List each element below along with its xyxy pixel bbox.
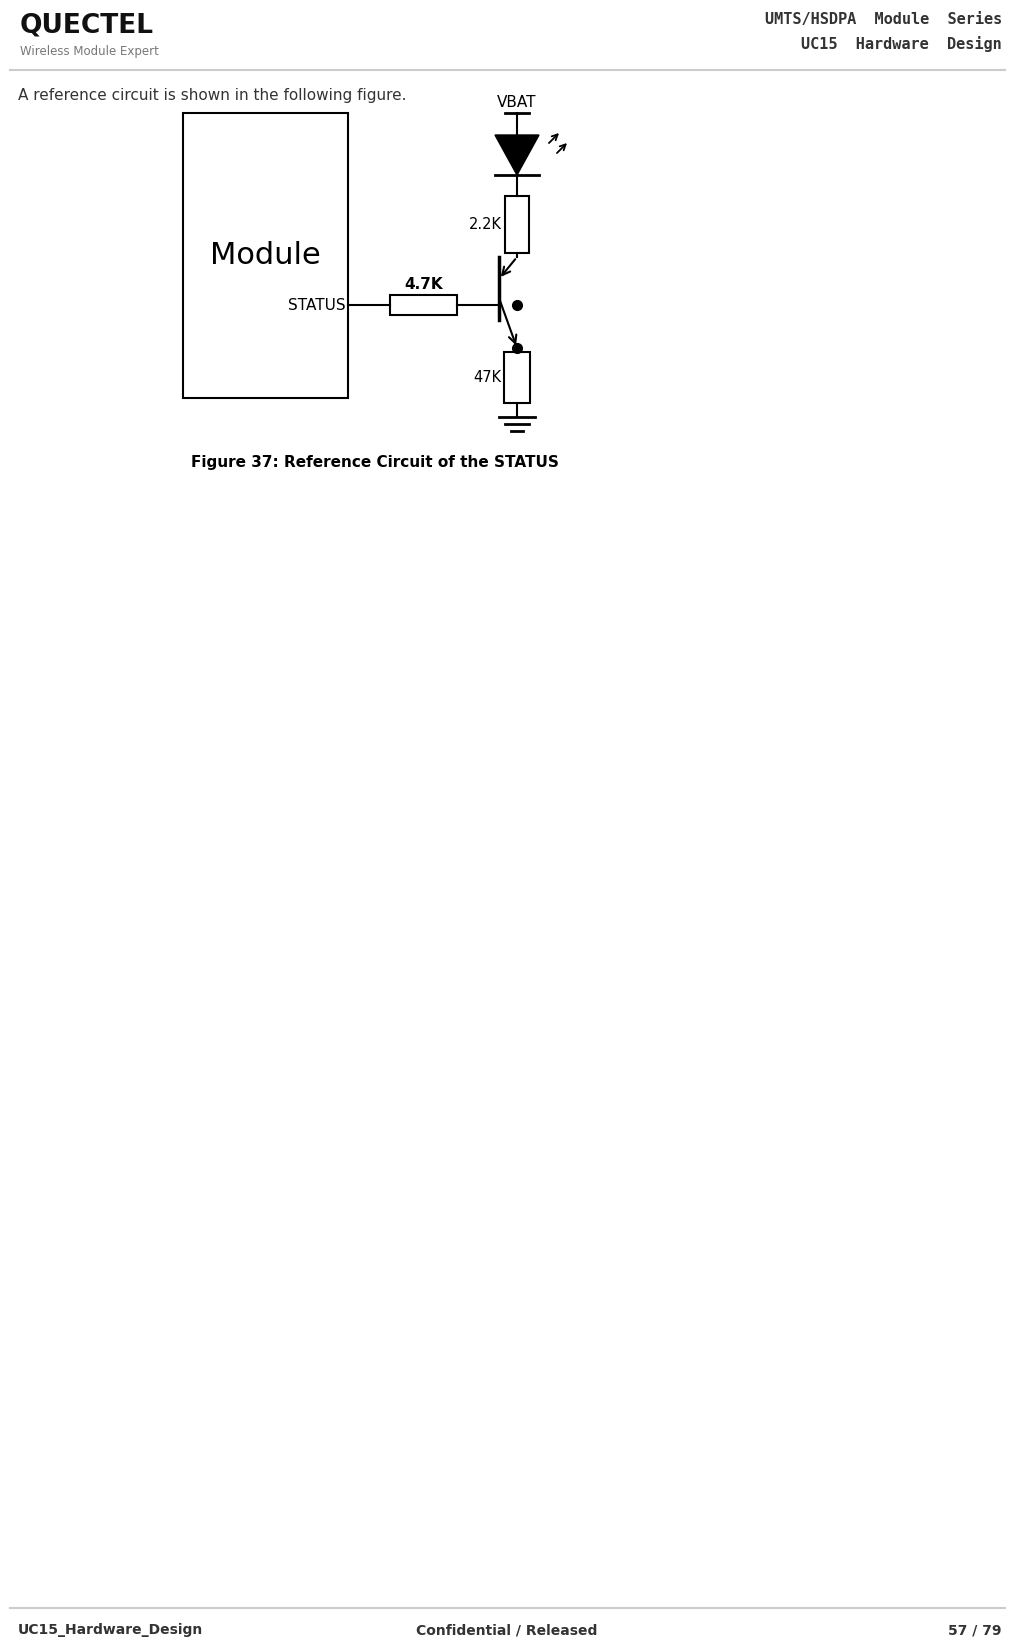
Text: QUECTEL: QUECTEL — [20, 11, 154, 38]
Text: UC15_Hardware_Design: UC15_Hardware_Design — [18, 1623, 203, 1637]
Polygon shape — [495, 134, 539, 175]
Text: Confidential / Released: Confidential / Released — [416, 1623, 598, 1637]
Bar — [504, 352, 530, 403]
Text: Wireless Module Expert: Wireless Module Expert — [20, 44, 159, 57]
Text: 4.7K: 4.7K — [404, 277, 443, 292]
Text: Figure 37: Reference Circuit of the STATUS: Figure 37: Reference Circuit of the STAT… — [191, 456, 559, 470]
Text: 47K: 47K — [473, 370, 501, 385]
Text: UC15  Hardware  Design: UC15 Hardware Design — [801, 36, 1002, 52]
Text: 57 / 79: 57 / 79 — [948, 1623, 1002, 1637]
Text: STATUS: STATUS — [288, 298, 346, 313]
Bar — [505, 197, 529, 252]
Text: 2.2K: 2.2K — [469, 216, 502, 233]
Text: VBAT: VBAT — [497, 95, 537, 110]
Text: A reference circuit is shown in the following figure.: A reference circuit is shown in the foll… — [18, 89, 406, 103]
Bar — [390, 295, 457, 315]
Bar — [183, 113, 348, 398]
Text: UMTS/HSDPA  Module  Series: UMTS/HSDPA Module Series — [764, 11, 1002, 26]
Text: Module: Module — [210, 241, 321, 270]
